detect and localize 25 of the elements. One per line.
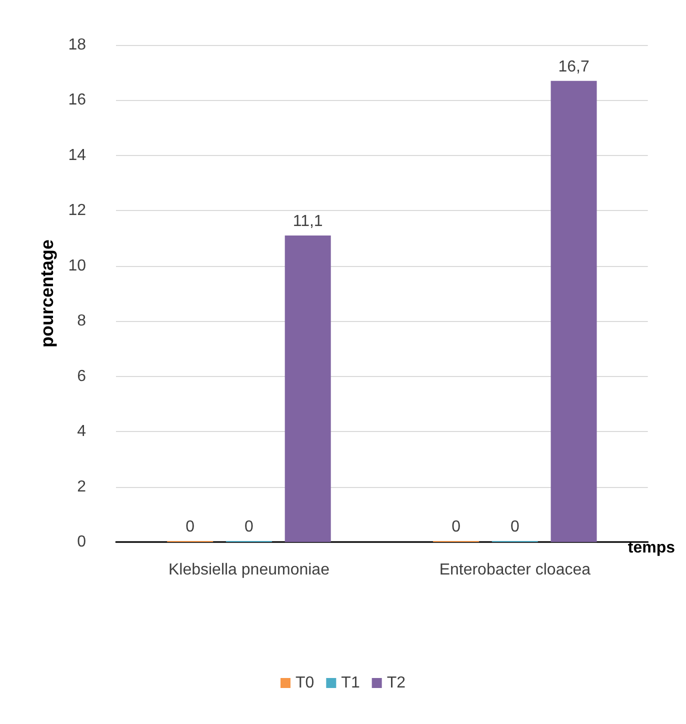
x-tick-label: Enterobacter cloacea: [439, 562, 591, 578]
legend-label: T0: [295, 674, 314, 692]
data-label: 0: [510, 518, 520, 536]
y-tick-label: 14: [68, 146, 86, 164]
x-axis-title: temps: [628, 540, 676, 556]
y-tick-label: 6: [77, 368, 86, 385]
legend-label: T2: [386, 674, 406, 692]
data-label: 0: [244, 518, 254, 536]
y-axis-title: pourcentage: [37, 239, 57, 348]
y-tick-label: 16: [68, 92, 86, 109]
y-tick-label: 8: [77, 312, 86, 330]
y-tick-label: 0: [77, 534, 86, 550]
legend-label: T1: [341, 674, 360, 692]
y-tick-label: 10: [68, 257, 86, 274]
y-tick-label: 12: [68, 202, 86, 220]
y-tick-label: 18: [68, 36, 86, 54]
y-tick-label: 4: [77, 423, 86, 440]
data-label: 11,1: [292, 213, 323, 230]
data-label: 0: [452, 518, 461, 536]
y-tick-label: 2: [77, 478, 86, 496]
bar: [550, 80, 597, 542]
bar: [284, 236, 331, 542]
x-tick-label: Klebsiella pneumoniae: [168, 562, 330, 578]
data-label: 0: [186, 518, 195, 536]
data-label: 16,7: [558, 58, 590, 76]
